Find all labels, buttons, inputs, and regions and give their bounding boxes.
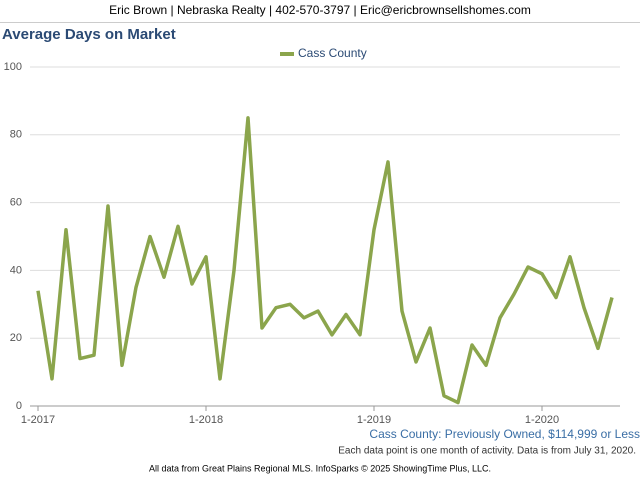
x-tick-label: 1-2020 [525, 414, 559, 426]
x-tick-label: 1-2017 [21, 414, 55, 426]
x-tick-label: 1-2019 [357, 414, 391, 426]
y-tick-label: 80 [10, 129, 22, 141]
data-line [36, 116, 614, 405]
footer: All data from Great Plains Regional MLS.… [149, 463, 491, 473]
y-tick-label: 0 [16, 400, 22, 412]
y-tick-label: 20 [10, 332, 22, 344]
chart-title: Average Days on Market [2, 26, 176, 43]
legend-label: Cass County [298, 46, 367, 60]
header: Eric Brown | Nebraska Realty | 402-570-3… [109, 3, 531, 17]
y-tick-label: 60 [10, 197, 22, 209]
y-tick-label: 40 [10, 264, 22, 276]
note: Each data point is one month of activity… [338, 446, 636, 457]
subtitle: Cass County: Previously Owned, $114,999 … [369, 427, 640, 441]
x-tick-label: 1-2018 [189, 414, 223, 426]
y-tick-label: 100 [4, 61, 22, 73]
